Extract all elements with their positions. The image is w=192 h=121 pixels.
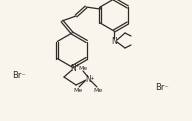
Text: N: N: [70, 64, 76, 73]
Text: Me: Me: [73, 87, 83, 92]
Text: Me: Me: [78, 67, 88, 72]
Text: +: +: [90, 76, 94, 80]
Text: +: +: [74, 63, 79, 68]
Text: Br⁻: Br⁻: [12, 72, 26, 80]
Text: Me: Me: [93, 87, 103, 92]
Text: N: N: [111, 37, 117, 45]
Text: N: N: [85, 76, 91, 84]
Text: Br⁻: Br⁻: [155, 83, 169, 92]
